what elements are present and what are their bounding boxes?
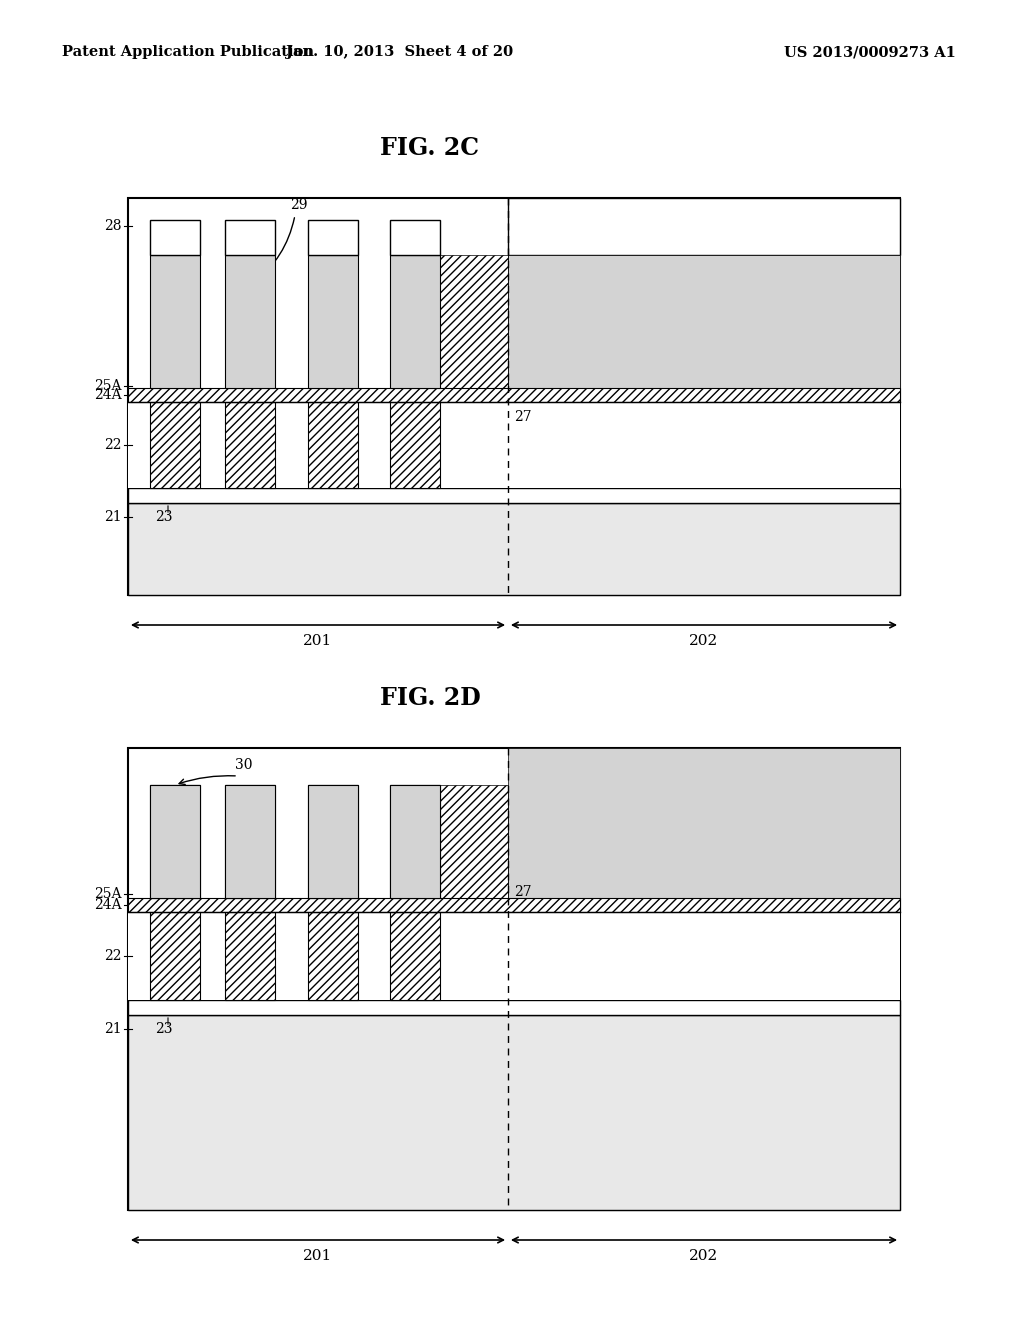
Bar (308, 255, 358, 388)
Bar (390, 403, 440, 488)
Text: 201: 201 (303, 1249, 333, 1263)
Bar (128, 388, 900, 403)
Text: 23: 23 (155, 510, 172, 524)
Bar (225, 785, 275, 898)
Text: FIG. 2C: FIG. 2C (381, 136, 479, 160)
Bar (128, 898, 900, 912)
Bar (150, 220, 200, 255)
Bar (128, 1015, 900, 1210)
Bar (150, 785, 200, 898)
Bar (390, 220, 440, 255)
Bar (390, 785, 440, 898)
Text: 27: 27 (514, 884, 531, 899)
Bar (128, 488, 900, 503)
Bar (150, 403, 200, 488)
Bar (225, 255, 275, 388)
Bar (308, 403, 358, 488)
Text: 30: 30 (234, 758, 253, 772)
Bar (308, 220, 358, 255)
Bar (128, 403, 900, 488)
Bar (440, 785, 508, 898)
Bar (308, 785, 358, 898)
Bar (390, 255, 440, 388)
Text: Patent Application Publication: Patent Application Publication (62, 45, 314, 59)
Bar (150, 255, 200, 388)
Text: 22: 22 (104, 438, 122, 451)
Bar (128, 912, 900, 1001)
Text: 27: 27 (514, 411, 531, 424)
Text: 202: 202 (689, 634, 719, 648)
Text: 29: 29 (290, 198, 307, 213)
Text: 25A: 25A (94, 379, 122, 393)
Bar (225, 785, 275, 898)
Text: 21: 21 (104, 510, 122, 524)
Bar (440, 255, 508, 388)
Text: 202: 202 (689, 1249, 719, 1263)
Bar (390, 785, 440, 898)
Bar (150, 912, 200, 1001)
Text: US 2013/0009273 A1: US 2013/0009273 A1 (784, 45, 956, 59)
Bar (308, 785, 358, 898)
Bar (128, 748, 900, 1210)
Bar (308, 912, 358, 1001)
Text: 22: 22 (104, 949, 122, 964)
Text: 23: 23 (155, 1022, 172, 1036)
Bar (225, 220, 275, 255)
Text: 21: 21 (104, 1022, 122, 1036)
Text: 24A: 24A (94, 388, 122, 403)
Text: 25A: 25A (94, 887, 122, 902)
Bar (128, 1001, 900, 1015)
Bar (225, 912, 275, 1001)
Text: Jan. 10, 2013  Sheet 4 of 20: Jan. 10, 2013 Sheet 4 of 20 (287, 45, 514, 59)
Bar (508, 198, 900, 255)
Bar (390, 912, 440, 1001)
Bar (225, 403, 275, 488)
Text: 201: 201 (303, 634, 333, 648)
Bar (508, 748, 900, 912)
Text: 28: 28 (104, 219, 122, 234)
Text: 24A: 24A (94, 898, 122, 912)
Bar (128, 198, 900, 595)
Bar (150, 785, 200, 898)
Bar (128, 503, 900, 595)
Text: FIG. 2D: FIG. 2D (380, 686, 480, 710)
Bar (508, 255, 900, 388)
